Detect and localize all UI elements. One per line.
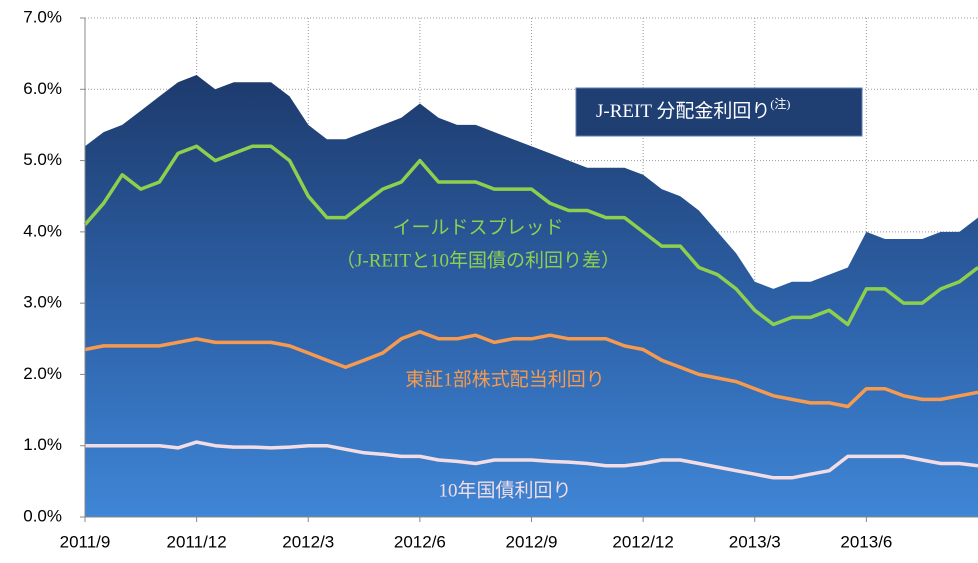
x-tick-label: 2012/9 [506,532,558,551]
x-tick-label: 2013/3 [729,532,781,551]
series-label: 東証1部株式配当利回り [405,368,605,390]
plot [80,17,978,522]
legend-box [575,87,863,137]
y-tick-label: 4.0% [23,221,62,240]
series-name: J-REIT 分配金利回り [596,100,770,122]
series-label: J-REIT 分配金利回り(注) [596,96,790,123]
y-tick-label: 7.0% [23,7,62,26]
x-tick-label: 2012/3 [282,532,334,551]
y-tick-label: 0.0% [23,506,62,525]
series-subtitle: （J-REITと10年国債の利回り差） [336,249,620,271]
y-tick-label: 5.0% [23,150,62,169]
line [85,440,978,480]
area [85,75,978,517]
x-tick-label: 2012/6 [394,532,446,551]
y-tick-label: 1.0% [23,435,62,454]
line [84,329,978,409]
y-tick-label: 2.0% [23,364,62,383]
x-tick-label: 2011/9 [60,532,111,551]
x-tick-label: 2013/6 [840,532,892,551]
line [83,144,978,327]
x-tick-label: 2012/12 [612,532,673,551]
labels: J-REIT 分配金利回り(注) イールドスプレッド （J-REITと10年国債… [336,87,863,501]
series-label: 10年国債利回り [438,479,571,501]
y-tick-label: 6.0% [23,79,62,98]
y-tick-label: 3.0% [23,293,62,312]
note: (注) [770,96,790,111]
x-tick-label: 2011/12 [167,532,227,551]
series-label: イールドスプレッド [392,216,563,238]
